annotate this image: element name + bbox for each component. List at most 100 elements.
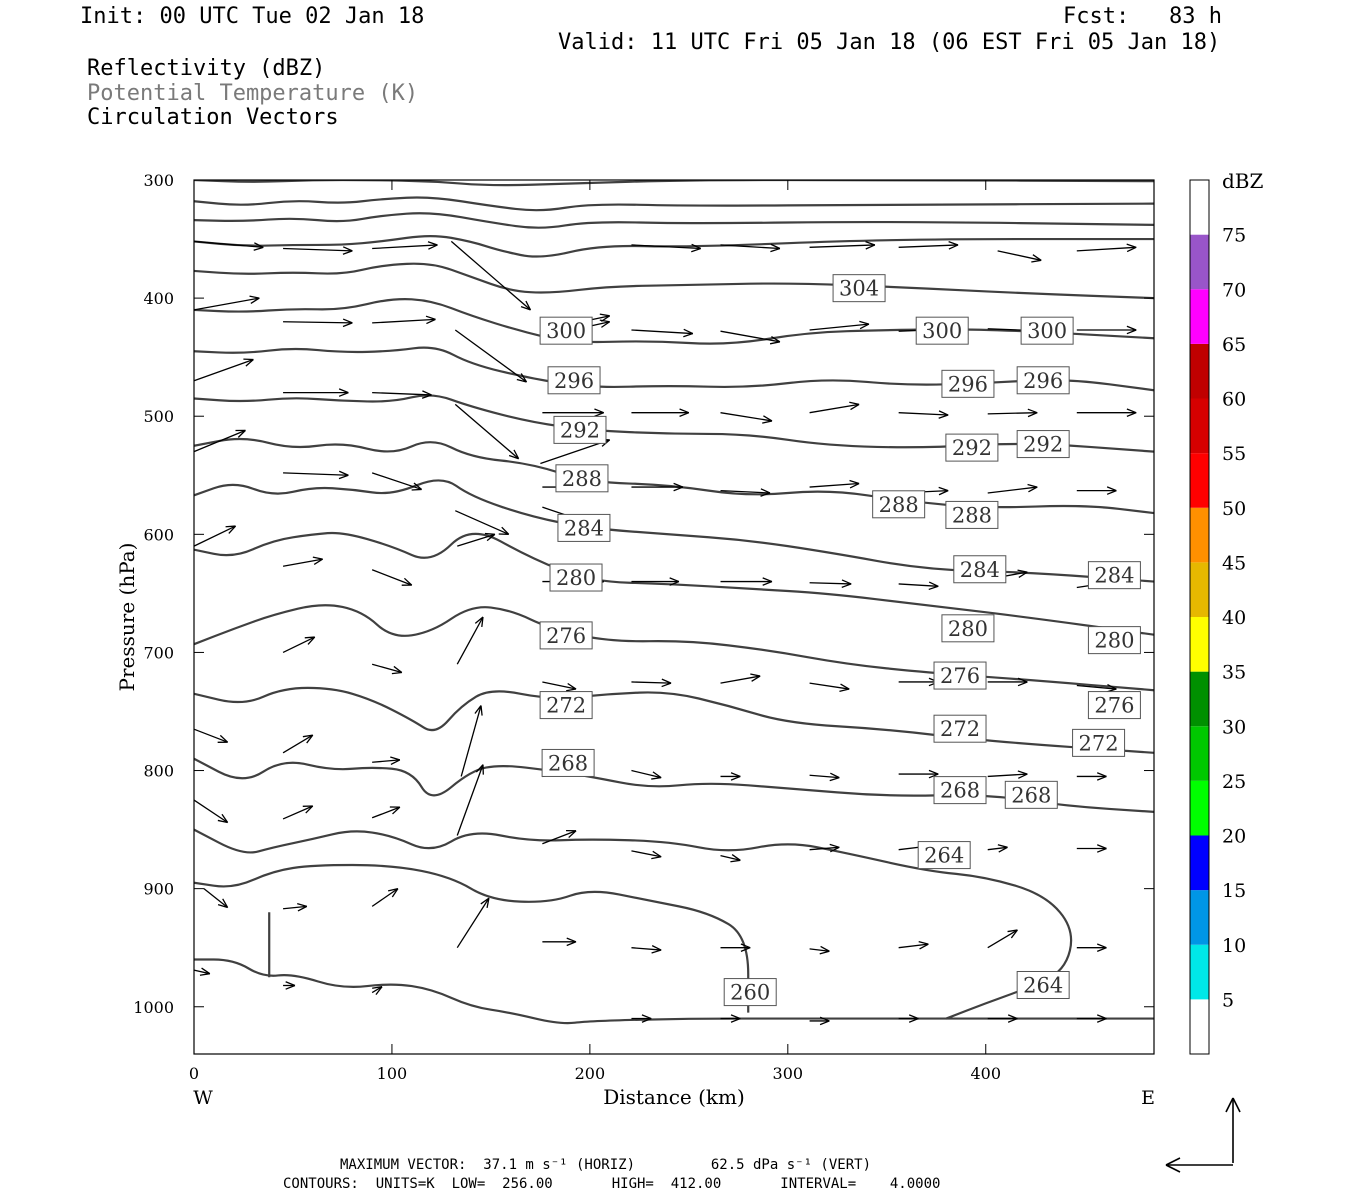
colorbar-segment: [1190, 180, 1209, 235]
svg-text:272: 272: [940, 717, 980, 741]
circulation-vector: [898, 769, 939, 779]
contour-label-264: 264: [1016, 970, 1070, 999]
colorbar-segment: [1190, 562, 1209, 617]
colorbar-tick-label: 10: [1222, 935, 1246, 957]
colorbar-tick-label: 15: [1222, 880, 1246, 902]
svg-text:288: 288: [879, 493, 919, 517]
svg-text:284: 284: [960, 558, 1000, 582]
x-tick-label: 200: [575, 1064, 606, 1083]
x-tick-label: 100: [377, 1064, 408, 1083]
circulation-vector: [372, 756, 401, 765]
circulation-vector: [720, 854, 741, 863]
contour-label-264: 264: [917, 841, 971, 870]
colorbar-tick-label: 55: [1222, 443, 1246, 465]
contour-label-284: 284: [557, 513, 611, 542]
circulation-vector: [997, 250, 1042, 263]
contour-label-272: 272: [539, 691, 593, 720]
colorbar-tick-label: 70: [1222, 279, 1246, 301]
svg-text:304: 304: [839, 277, 879, 301]
circulation-vector: [371, 888, 399, 907]
colorbar-tick-label: 75: [1222, 225, 1246, 247]
circulation-vector: [631, 678, 672, 688]
circulation-vector: [987, 1014, 1018, 1023]
circulation-vector: [283, 902, 308, 912]
contour-label-276: 276: [933, 661, 987, 690]
circulation-vector: [193, 799, 229, 824]
contour-label-276: 276: [1087, 691, 1141, 720]
circulation-vector: [809, 1016, 830, 1026]
circulation-vector: [372, 390, 432, 399]
colorbar-segment: [1190, 289, 1209, 344]
circulation-vector: [987, 770, 1028, 779]
circulation-vector: [720, 330, 781, 345]
contour-label-296: 296: [1016, 366, 1070, 395]
circulation-vector: [203, 888, 229, 909]
svg-text:292: 292: [952, 436, 992, 460]
svg-text:264: 264: [1023, 973, 1063, 997]
circulation-vector: [450, 240, 532, 311]
circulation-vector: [283, 981, 296, 990]
colorbar-segment: [1190, 617, 1209, 672]
plot-frame: [193, 179, 1155, 1055]
circulation-vector: [631, 243, 701, 253]
isentrope-280-10: [194, 531, 1154, 636]
isentrope-306-3: [194, 235, 1154, 258]
svg-text:260: 260: [730, 981, 770, 1005]
circulation-vector: [809, 772, 840, 782]
circulation-vector: [456, 897, 490, 949]
isentrope-300-5: [194, 298, 1154, 345]
legend-reflectivity: Reflectivity (dBZ): [87, 56, 326, 81]
colorbar-segment: [1190, 398, 1209, 454]
colorbar-segment: [1190, 234, 1209, 290]
contour-label-272: 272: [1072, 728, 1126, 757]
circulation-vector: [372, 315, 436, 325]
circulation-vector: [456, 616, 484, 665]
isentrope-264-14: [194, 828, 1073, 1020]
colorbar-tick-label: 65: [1222, 334, 1246, 356]
circulation-vector: [193, 967, 211, 976]
x-axis-label: Distance (km): [603, 1085, 745, 1109]
colorbar-title: dBZ: [1222, 169, 1264, 193]
circulation-vector: [987, 483, 1038, 494]
circulation-vector: [193, 295, 260, 311]
colorbar-tick-label: 5: [1222, 989, 1234, 1011]
circulation-vector: [193, 429, 246, 453]
east-label: E: [1141, 1087, 1155, 1109]
contour-info-note: CONTOURS: UNITS=K LOW= 256.00 HIGH= 412.…: [283, 1176, 941, 1192]
contour-label-272: 272: [933, 714, 987, 743]
init-time: Init: 00 UTC Tue 02 Jan 18: [80, 4, 425, 29]
colorbar-tick-label: 35: [1222, 662, 1246, 684]
x-tick-label: 0: [189, 1064, 199, 1083]
colorbar-segment: [1190, 944, 1209, 1000]
colorbar-segment: [1190, 726, 1209, 781]
circulation-vector: [631, 769, 662, 780]
y-tick-label: 600: [143, 525, 174, 544]
y-tick-label: 800: [143, 762, 174, 781]
circulation-vector: [283, 318, 353, 328]
circulation-vector: [720, 577, 773, 586]
x-tick-label: 300: [773, 1064, 804, 1083]
west-label: W: [193, 1087, 213, 1109]
circulation-vector: [809, 682, 850, 692]
isentrope-296-6: [194, 346, 1154, 392]
max-vector-note: MAXIMUM VECTOR: 37.1 m s⁻¹ (HORIZ) 62.5 …: [340, 1157, 872, 1173]
contour-label-296: 296: [547, 366, 601, 395]
circulation-vector: [720, 943, 751, 953]
isentrope-258-16: [194, 958, 1154, 1025]
circulation-vector: [720, 772, 741, 781]
circulation-vector: [809, 320, 870, 331]
isentrope-272-12: [194, 686, 1154, 754]
circulation-vector: [282, 734, 314, 754]
svg-text:276: 276: [1094, 694, 1134, 718]
contour-label-288: 288: [945, 500, 999, 529]
circulation-vector: [454, 329, 528, 383]
circulation-vector: [809, 240, 876, 250]
circulation-vector: [193, 240, 264, 251]
contour-label-288: 288: [555, 464, 609, 493]
circulation-vector: [1076, 486, 1117, 495]
circulation-vector: [372, 241, 438, 250]
isentrope-268-13: [194, 757, 1154, 813]
circulation-vector: [283, 470, 349, 480]
svg-text:300: 300: [1027, 319, 1067, 343]
svg-text:272: 272: [546, 694, 586, 718]
